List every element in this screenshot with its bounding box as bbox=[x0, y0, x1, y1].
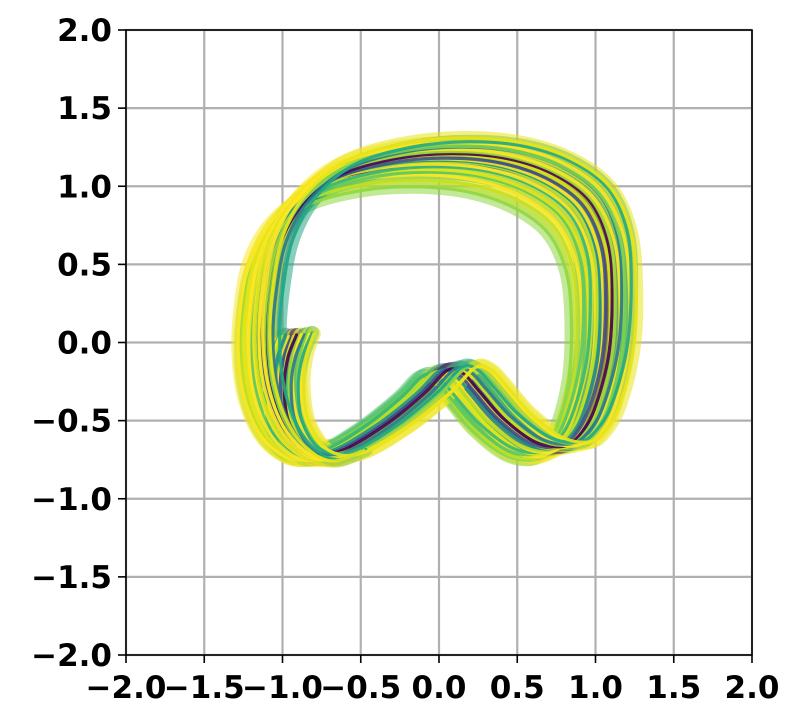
trajectory-line bbox=[277, 140, 633, 462]
x-tick-label: 1.5 bbox=[646, 670, 701, 706]
y-tick-label: 1.0 bbox=[57, 169, 112, 205]
x-tick-label: −2.0 bbox=[86, 670, 167, 706]
x-tick-label: 2.0 bbox=[725, 670, 780, 706]
trajectory-line bbox=[268, 136, 638, 463]
y-tick-label: −0.5 bbox=[31, 404, 112, 440]
y-tick-label: −2.0 bbox=[31, 638, 112, 674]
x-tick-label: 0.0 bbox=[412, 670, 467, 706]
ticks bbox=[118, 29, 753, 663]
x-tick-label: −1.0 bbox=[242, 670, 323, 706]
y-tick-label: 2.0 bbox=[57, 13, 112, 49]
x-tick-label: 0.5 bbox=[490, 670, 545, 706]
x-tick-label: 1.0 bbox=[568, 670, 623, 706]
series-layer bbox=[231, 130, 644, 468]
y-tick-label: −1.5 bbox=[31, 560, 112, 596]
y-tick-label: −1.0 bbox=[31, 482, 112, 518]
x-tick-label: −0.5 bbox=[320, 670, 401, 706]
trajectory-line bbox=[271, 145, 624, 462]
x-tick-label: −1.5 bbox=[164, 670, 245, 706]
y-tick-labels: 2.0 1.5 1.0 0.5 0.0 −0.5 −1.0 −1.5 −2.0 bbox=[31, 13, 112, 674]
y-tick-label: 0.5 bbox=[57, 247, 112, 283]
y-tick-label: 0.0 bbox=[57, 326, 112, 362]
y-tick-label: 1.5 bbox=[57, 91, 112, 127]
x-tick-labels: −2.0−1.5−1.0−0.5 0.0 0.5 1.0 1.5 2.0 bbox=[86, 670, 780, 706]
